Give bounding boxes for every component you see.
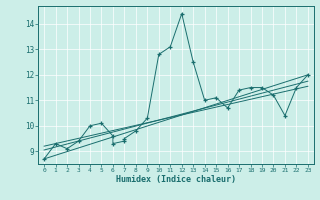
X-axis label: Humidex (Indice chaleur): Humidex (Indice chaleur) (116, 175, 236, 184)
